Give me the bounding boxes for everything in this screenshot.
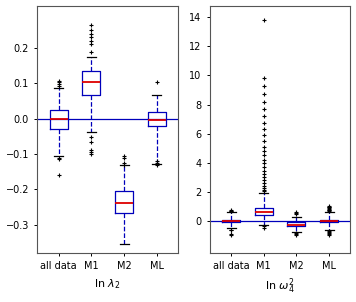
X-axis label: $\ln\,\omega_4^2$: $\ln\,\omega_4^2$ (265, 277, 295, 297)
X-axis label: $\ln\,\lambda_2$: $\ln\,\lambda_2$ (94, 277, 121, 291)
